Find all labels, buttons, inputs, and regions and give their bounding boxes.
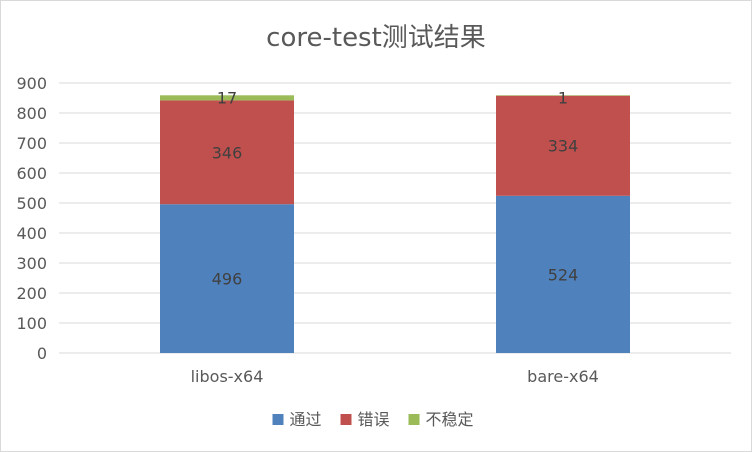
data-label: 496 <box>212 270 243 289</box>
legend-label: 不稳定 <box>426 410 474 429</box>
y-tick-label: 100 <box>16 314 47 333</box>
bar-segment <box>496 95 630 96</box>
data-label: 346 <box>212 143 243 162</box>
data-label: 1 <box>558 88 568 107</box>
y-tick-label: 600 <box>16 164 47 183</box>
legend: 通过 错误 不稳定 <box>272 410 474 429</box>
legend-label: 错误 <box>358 410 390 429</box>
data-labels: 496 346 17 524 334 1 <box>212 88 579 288</box>
x-axis-categories: libos-x64 bare-x64 <box>191 367 599 386</box>
bar-segment <box>496 95 630 196</box>
legend-swatch <box>272 414 284 425</box>
y-tick-label: 400 <box>16 224 47 243</box>
y-tick-label: 700 <box>16 134 47 153</box>
legend-swatch <box>408 414 420 425</box>
y-tick-label: 300 <box>16 254 47 273</box>
gridlines <box>59 82 731 354</box>
y-axis-ticks: 0 100 200 300 400 500 600 700 800 900 <box>16 74 47 363</box>
bar-segment <box>160 100 294 205</box>
bars <box>160 95 630 353</box>
data-label: 524 <box>548 265 579 284</box>
data-label: 17 <box>217 88 237 107</box>
y-tick-label: 500 <box>16 194 47 213</box>
y-tick-label: 0 <box>37 344 47 363</box>
x-category-label: libos-x64 <box>191 367 264 386</box>
legend-swatch <box>340 414 352 425</box>
y-tick-label: 800 <box>16 104 47 123</box>
bar-segment <box>160 95 294 101</box>
y-tick-label: 200 <box>16 284 47 303</box>
chart-title: core-test测试结果 <box>266 23 486 53</box>
x-category-label: bare-x64 <box>527 367 599 386</box>
bar-segment <box>496 195 630 353</box>
bar-segment <box>160 204 294 353</box>
data-label: 334 <box>548 137 579 156</box>
legend-label: 通过 <box>290 410 322 429</box>
y-tick-label: 900 <box>16 74 47 93</box>
